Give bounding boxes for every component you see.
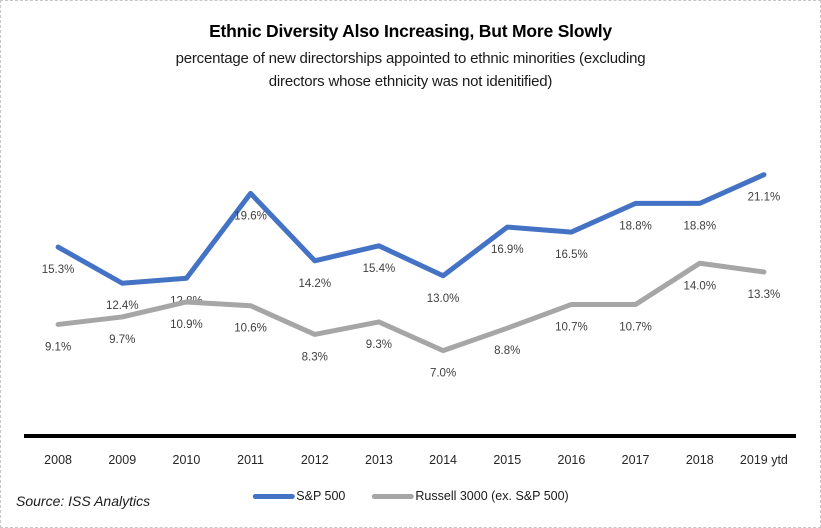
legend-item-sp500: S&P 500	[252, 489, 345, 503]
russell-line-swatch	[371, 493, 414, 499]
x-axis-label: 2010	[173, 453, 201, 467]
data-label-s-p-500: 12.4%	[106, 300, 139, 312]
data-label-russell-3000-ex-s-p-500: 8.8%	[494, 345, 520, 357]
data-label-s-p-500: 21.1%	[748, 192, 781, 204]
chart-subtitle-line-1: percentage of new directorships appointe…	[175, 50, 646, 67]
chart-subtitle: percentage of new directorships appointe…	[1, 48, 820, 93]
data-label-s-p-500: 18.8%	[683, 220, 716, 232]
x-axis-label: 2012	[301, 453, 329, 467]
data-label-russell-3000-ex-s-p-500: 9.3%	[366, 339, 392, 351]
source-note: Source: ISS Analytics	[16, 493, 151, 509]
data-label-russell-3000-ex-s-p-500: 10.7%	[555, 321, 588, 333]
x-axis-label: 2009	[108, 453, 136, 467]
legend-label-russell: Russell 3000 (ex. S&P 500)	[415, 489, 569, 503]
data-label-russell-3000-ex-s-p-500: 10.9%	[170, 319, 203, 331]
chart-subtitle-line-2: directors whose ethnicity was not idenit…	[268, 72, 553, 90]
title-block: Ethnic Diversity Also Increasing, But Mo…	[1, 21, 820, 93]
data-label-s-p-500: 13.0%	[427, 293, 460, 305]
x-axis-label: 2018	[686, 453, 714, 467]
x-axis-label: 2011	[237, 453, 264, 467]
x-axis-label: 2019 ytd	[740, 453, 788, 467]
x-axis-label: 2013	[365, 453, 393, 467]
data-label-s-p-500: 16.9%	[491, 244, 524, 256]
data-label-s-p-500: 19.6%	[234, 210, 267, 222]
x-axis-label: 2015	[493, 453, 521, 467]
chart-title: Ethnic Diversity Also Increasing, But Mo…	[209, 21, 612, 41]
data-label-russell-3000-ex-s-p-500: 9.7%	[109, 334, 135, 346]
legend-label-sp500: S&P 500	[296, 489, 346, 503]
data-label-russell-3000-ex-s-p-500: 8.3%	[302, 351, 328, 363]
data-label-s-p-500: 16.5%	[555, 249, 588, 261]
data-label-russell-3000-ex-s-p-500: 13.3%	[748, 289, 781, 301]
data-label-russell-3000-ex-s-p-500: 14.0%	[683, 280, 716, 292]
x-axis-label: 2008	[44, 453, 72, 467]
series-line-russell-3000-ex-s-p-500	[55, 260, 767, 354]
data-label-russell-3000-ex-s-p-500: 7.0%	[430, 368, 456, 380]
data-label-s-p-500: 15.4%	[363, 263, 396, 275]
x-axis-label: 2016	[558, 453, 586, 467]
chart-legend: S&P 500 Russell 3000 (ex. S&P 500)	[252, 489, 569, 503]
data-label-s-p-500: 18.8%	[619, 220, 652, 232]
data-label-russell-3000-ex-s-p-500: 9.1%	[45, 341, 71, 353]
data-label-s-p-500: 15.3%	[42, 264, 75, 276]
sp500-line-swatch	[252, 493, 295, 499]
x-axis-label: 2017	[622, 453, 650, 467]
series-line-s-p-500	[55, 172, 767, 286]
data-label-russell-3000-ex-s-p-500: 10.6%	[234, 323, 267, 335]
data-label-s-p-500: 14.2%	[298, 278, 331, 290]
x-axis-label: 2014	[429, 453, 457, 467]
legend-item-russell: Russell 3000 (ex. S&P 500)	[371, 489, 569, 503]
data-label-russell-3000-ex-s-p-500: 10.7%	[619, 321, 652, 333]
